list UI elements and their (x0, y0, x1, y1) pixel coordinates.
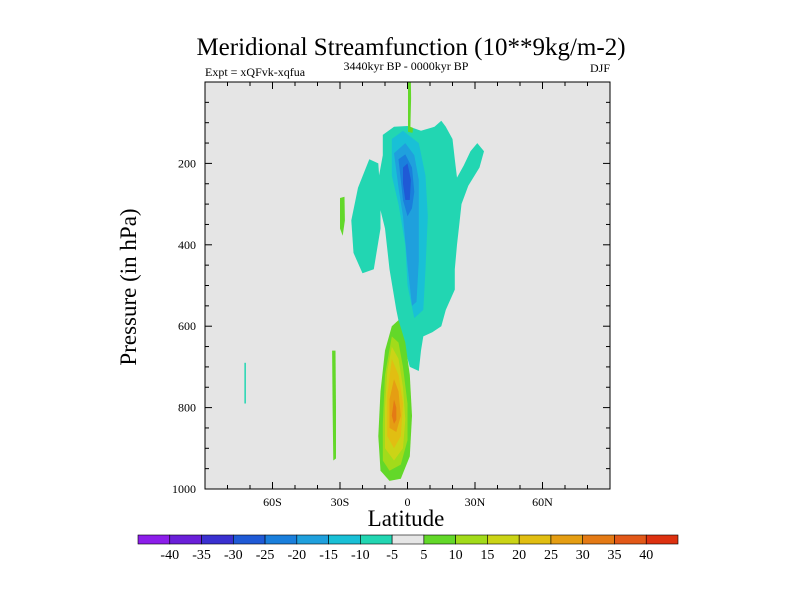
colorbar-swatch (455, 534, 488, 545)
y-tick-label: 200 (178, 156, 196, 170)
colorbar-label: 25 (544, 548, 558, 563)
period-label: 3440kyr BP - 0000kyr BP (344, 59, 469, 73)
colorbar-swatch (201, 534, 234, 545)
colorbar-label: -20 (287, 548, 306, 563)
colorbar-label: 30 (576, 548, 590, 563)
colorbar-swatch (550, 534, 584, 545)
y-tick-label: 400 (178, 238, 196, 252)
contour-core-minus-30 (403, 163, 411, 200)
x-tick-label: 60S (263, 495, 282, 509)
colorbar-swatch (264, 534, 298, 545)
contour-lower-west-green (332, 350, 336, 461)
colorbar-label: 10 (449, 548, 463, 563)
colorbar-swatch (423, 534, 456, 545)
colorbar-label: -25 (256, 548, 275, 563)
colorbar-label: -35 (192, 548, 211, 563)
contour-layer (244, 82, 484, 481)
colorbar-label: 20 (512, 548, 526, 563)
colorbar-label: -30 (224, 548, 243, 563)
colorbar-swatch (487, 534, 520, 545)
y-tick-label: 600 (178, 319, 196, 333)
colorbar-swatch (232, 534, 266, 545)
colorbar-swatch (169, 534, 202, 545)
colorbar-label: -10 (351, 548, 370, 563)
colorbar-swatch (518, 534, 552, 545)
colorbar-swatch (645, 534, 679, 545)
colorbar-label: 15 (480, 548, 494, 563)
colorbar-label: 5 (420, 548, 427, 563)
x-tick-label: 30N (465, 495, 486, 509)
colorbar-swatch (582, 534, 615, 545)
y-axis-ticks: 200 400 600 800 1000 (172, 81, 610, 496)
colorbar-swatch (360, 534, 393, 545)
x-tick-label: 0 (405, 495, 411, 509)
colorbar-swatch (614, 534, 647, 545)
colorbar-label: 35 (607, 548, 621, 563)
y-axis-label: Pressure (in hPa) (116, 208, 141, 365)
x-axis-ticks: 60S 30S 0 30N 60N (204, 82, 611, 509)
x-tick-label: 60N (532, 495, 553, 509)
contour-top-green-strip (408, 82, 414, 133)
y-tick-label: 1000 (172, 482, 196, 496)
contour-far-west-cyan (244, 362, 246, 404)
contour-mid-west-green (340, 196, 345, 236)
experiment-label: Expt = xQFvk-xqfua (205, 65, 306, 79)
colorbar-label: -5 (386, 548, 398, 563)
chart-title: Meridional Streamfunction (10**9kg/m-2) (196, 34, 625, 61)
x-axis-label: Latitude (368, 506, 445, 531)
contour-positive-cell-30 (391, 399, 397, 424)
colorbar-swatch (296, 534, 329, 545)
y-tick-label: 800 (178, 401, 196, 415)
x-tick-label: 30S (331, 495, 350, 509)
season-label: DJF (590, 61, 610, 75)
colorbar-swatch (328, 534, 361, 545)
colorbar-label: -40 (160, 548, 179, 563)
contour-negative-region-west (351, 159, 381, 274)
colorbar-label: -15 (319, 548, 338, 563)
colorbar-swatch (137, 534, 171, 545)
colorbar: -40 -35 -30 -25 -20 -15 -10 -5 5 10 15 20 25 30 35 40 (137, 534, 679, 563)
colorbar-label: 40 (639, 548, 653, 563)
colorbar-swatch (391, 534, 425, 545)
